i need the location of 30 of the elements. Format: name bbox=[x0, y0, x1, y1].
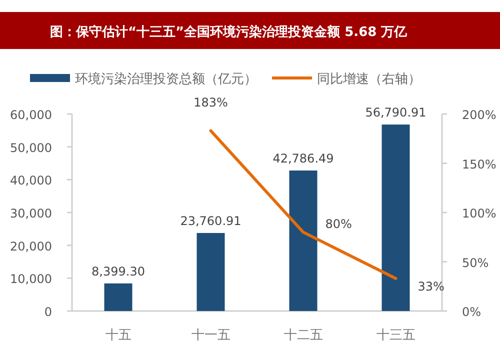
x-tick-label: 十一五 bbox=[191, 328, 230, 343]
y2-tick-label: 100% bbox=[462, 206, 496, 220]
data-label: 8,399.30 bbox=[92, 264, 145, 278]
y2-tick-label: 50% bbox=[462, 256, 489, 270]
y2-tick-label: 200% bbox=[462, 108, 496, 122]
y-tick-label: 60,000 bbox=[10, 108, 52, 122]
y-tick-label: 50,000 bbox=[10, 140, 52, 155]
bar bbox=[382, 124, 410, 311]
y-tick-label: 10,000 bbox=[10, 272, 52, 286]
data-label: 42,786.49 bbox=[272, 152, 334, 166]
data-label: 80% bbox=[325, 217, 352, 232]
x-tick-label: 十二五 bbox=[284, 328, 323, 343]
legend-label: 同比增速（右轴） bbox=[317, 72, 421, 87]
bar bbox=[104, 283, 132, 311]
data-label: 56,790.91 bbox=[365, 106, 426, 120]
data-label: 33% bbox=[418, 279, 444, 294]
x-tick-label: 十三五 bbox=[376, 328, 416, 343]
y2-tick-label: 150% bbox=[462, 157, 496, 172]
bar bbox=[196, 232, 225, 311]
y2-tick-label: 0% bbox=[462, 305, 482, 319]
y-tick-label: 30,000 bbox=[10, 206, 52, 220]
x-tick-label: 十五 bbox=[105, 328, 132, 343]
bar bbox=[289, 170, 318, 311]
chart-title: 图：保守估计“十三五”全国环境污染治理投资金额 5.68 万亿 bbox=[50, 24, 408, 40]
y-tick-label: 40,000 bbox=[10, 174, 52, 188]
data-label: 23,760.91 bbox=[180, 214, 242, 228]
y-tick-label: 0 bbox=[44, 305, 52, 319]
legend-label: 环境污染治理投资总额（亿元） bbox=[75, 71, 257, 87]
data-label: 183% bbox=[194, 96, 228, 110]
y-tick-label: 20,000 bbox=[10, 239, 52, 254]
